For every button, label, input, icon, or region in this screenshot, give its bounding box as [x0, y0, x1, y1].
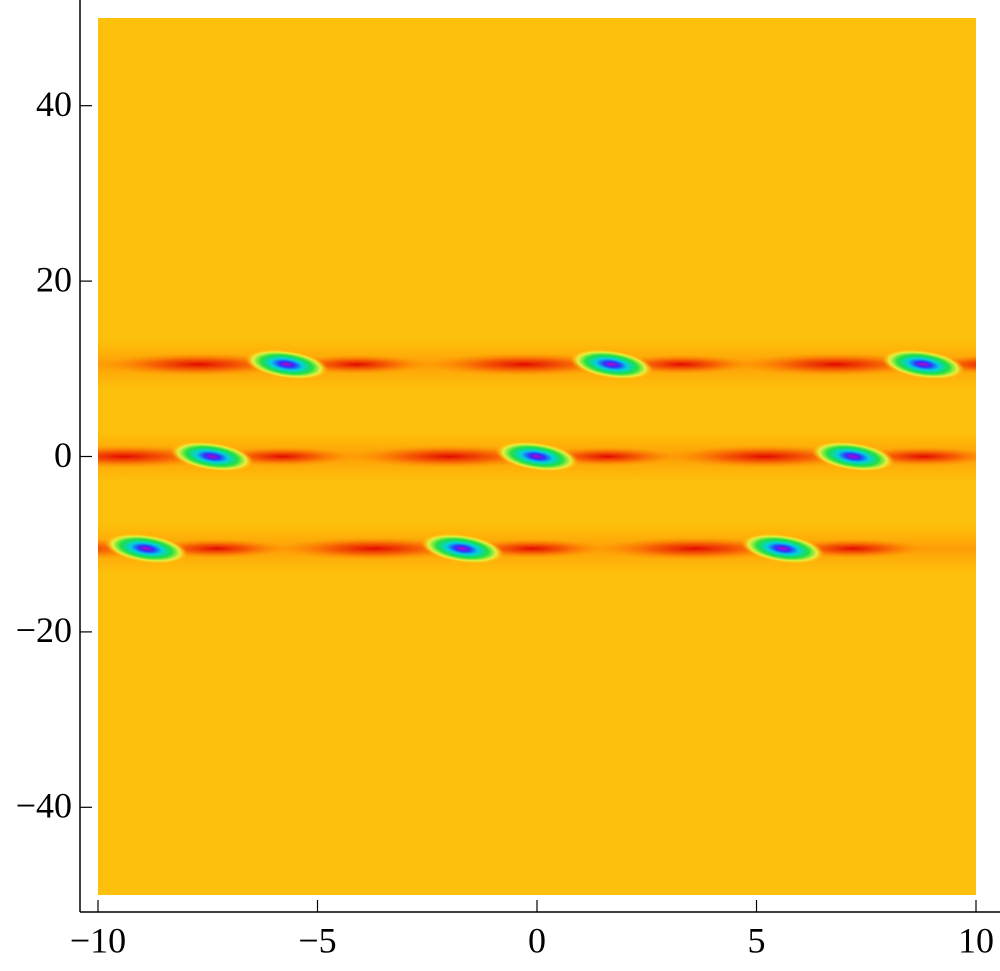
x-tick-label: −10 — [70, 920, 126, 960]
spot — [245, 349, 329, 380]
plot-area — [98, 18, 976, 895]
y-tick-label: −20 — [16, 610, 72, 650]
spot — [741, 533, 825, 564]
y-tick-label: 0 — [54, 435, 72, 475]
spot — [570, 349, 653, 380]
spot — [170, 441, 254, 472]
spot — [881, 349, 965, 380]
spot — [104, 533, 188, 564]
y-tick-label: 40 — [36, 84, 72, 124]
x-tick-label: −5 — [298, 920, 336, 960]
y-tick-label: 20 — [36, 259, 72, 299]
spot — [495, 441, 579, 472]
y-tick-label: −40 — [16, 786, 72, 826]
spot — [421, 533, 504, 564]
x-tick-label: 0 — [528, 920, 546, 960]
x-tick-label: 5 — [748, 920, 766, 960]
spot — [811, 441, 895, 472]
x-tick-label: 10 — [958, 920, 994, 960]
